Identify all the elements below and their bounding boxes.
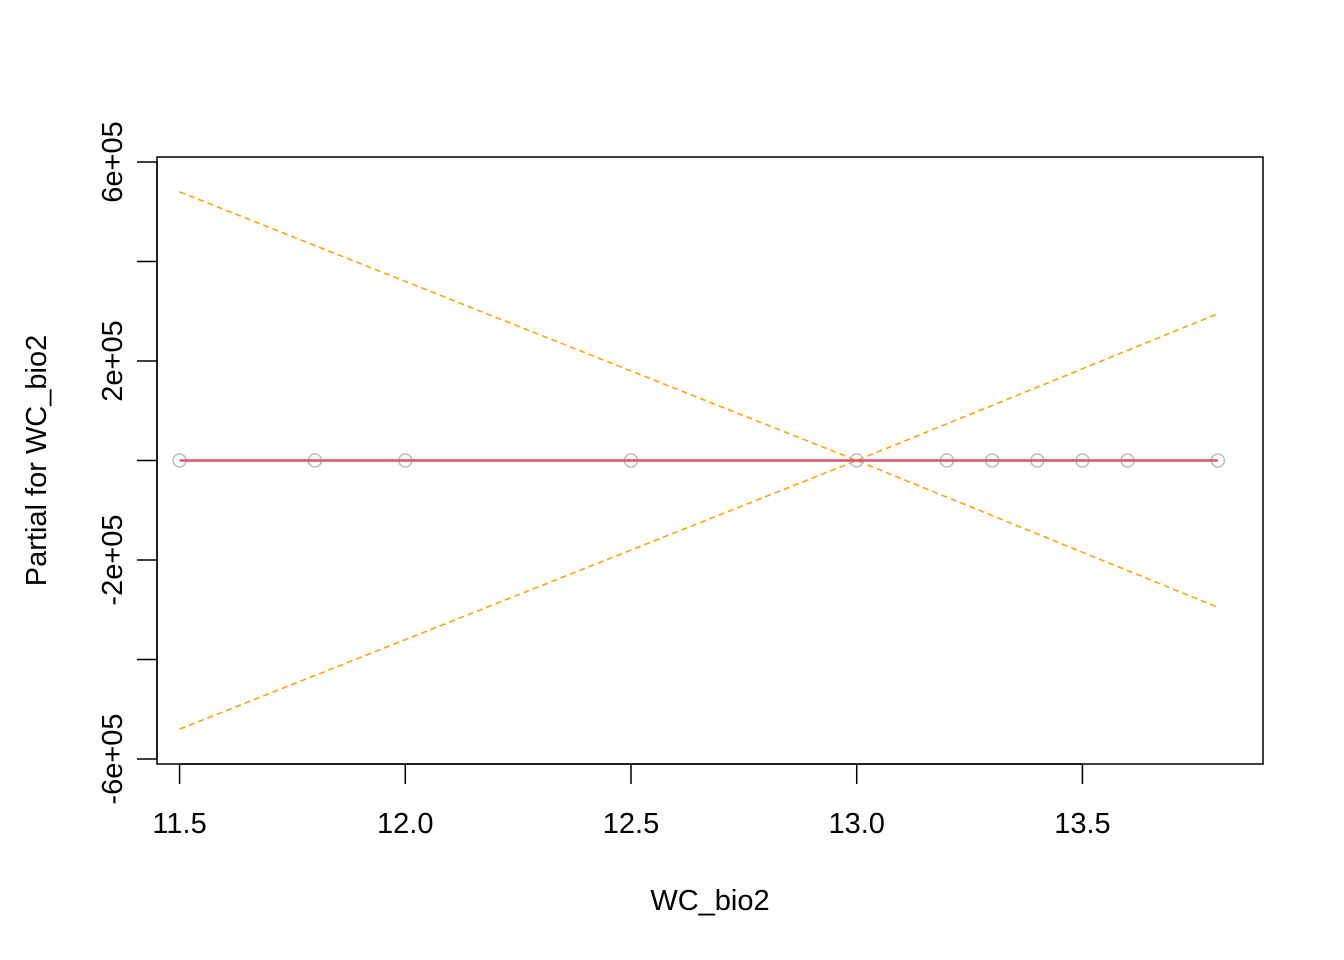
upper-se-line xyxy=(179,191,1219,462)
y-tick-label: 6e+05 xyxy=(97,121,129,202)
x-tick-label: 12.0 xyxy=(377,808,433,840)
x-tick-label: 13.5 xyxy=(1054,808,1110,840)
y-tick-label: -6e+05 xyxy=(97,713,129,804)
x-axis: 11.5 12.0 12.5 13.0 13.5 xyxy=(152,763,1111,840)
y-tick-label: 2e+05 xyxy=(97,320,129,401)
x-tick-label: 13.0 xyxy=(828,808,884,840)
x-tick-label: 11.5 xyxy=(152,808,206,840)
y-axis-title: Partial for WC_bio2 xyxy=(21,335,53,586)
lower-se-line xyxy=(179,459,1219,730)
x-tick-label: 12.5 xyxy=(603,808,659,840)
plot-marks xyxy=(172,191,1226,730)
x-axis-title: WC_bio2 xyxy=(650,885,769,917)
y-tick-label: -2e+05 xyxy=(97,514,129,605)
y-axis: -6e+05 -2e+05 2e+05 6e+05 xyxy=(97,121,158,805)
